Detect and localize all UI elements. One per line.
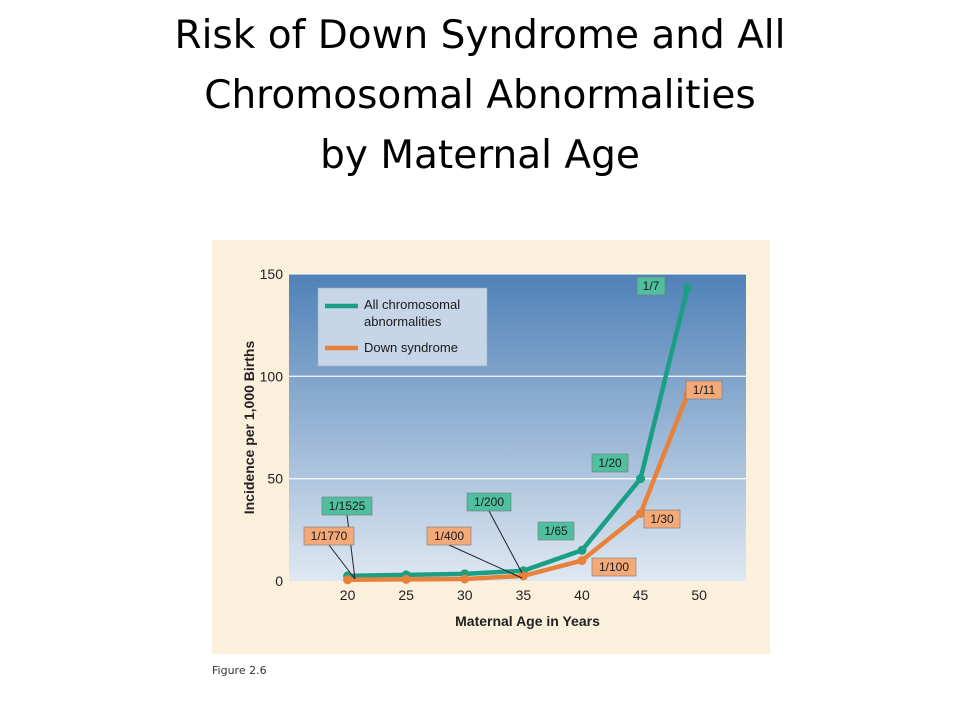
x-tick-label: 25 (398, 587, 414, 603)
annotation-box (643, 509, 681, 529)
legend-label: abnormalities (364, 314, 442, 329)
annotation-label: 1/7 (643, 279, 660, 293)
x-tick-label: 40 (574, 587, 590, 603)
annotation-box (303, 526, 355, 546)
annotation-box (466, 492, 512, 512)
annotation-leader-line (488, 510, 523, 574)
x-tick-label: 50 (691, 587, 707, 603)
slide-title: Risk of Down Syndrome and All Chromosoma… (0, 6, 960, 186)
data-point (577, 556, 587, 566)
x-tick-label: 45 (633, 587, 649, 603)
annotation-label: 1/1525 (329, 499, 366, 513)
chart: 0 50 100 150 20 25 30 35 40 45 50 Maternal Age in Y… (241, 266, 746, 629)
annotation-box (321, 496, 373, 516)
data-point (682, 283, 692, 293)
figure-panel: 0 50 100 150 20 25 30 35 40 45 50 Maternal Age in Y… (212, 240, 770, 654)
y-tick-label: 150 (260, 266, 284, 282)
legend-label: All chromosomal (364, 297, 460, 312)
annotation-label: 1/11 (693, 383, 716, 397)
x-axis-title: Maternal Age in Years (455, 613, 600, 629)
annotation-label: 1/30 (650, 512, 674, 526)
annotation-box (685, 380, 723, 400)
annotation-label: 1/200 (474, 495, 504, 509)
annotation-label: 1/20 (598, 456, 622, 470)
annotation-label: 1/100 (599, 560, 629, 574)
data-point (343, 575, 353, 585)
y-tick-label: 50 (267, 471, 283, 487)
data-point (636, 474, 646, 484)
x-tick-label: 20 (340, 587, 356, 603)
annotation-label: 1/65 (544, 524, 568, 538)
title-line-2: Chromosomal Abnormalities (204, 73, 756, 118)
annotation-label: 1/400 (434, 529, 464, 543)
data-point (401, 574, 411, 584)
annotation-box (591, 453, 629, 473)
x-tick-label: 35 (516, 587, 532, 603)
legend-label: Down syndrome (364, 340, 458, 355)
data-point (518, 571, 528, 581)
annotation-leader-line (328, 544, 356, 580)
y-axis-title: Incidence per 1,000 Births (241, 341, 257, 515)
x-tick-label: 30 (457, 587, 473, 603)
legend-box (317, 287, 488, 367)
title-line-1: Risk of Down Syndrome and All (174, 13, 786, 58)
figure-caption: Figure 2.6 (212, 664, 267, 677)
annotation-box (591, 557, 637, 577)
annotation-box (537, 521, 575, 541)
data-point (460, 574, 470, 584)
y-tick-label: 100 (260, 368, 284, 384)
annotation-box (426, 526, 472, 546)
annotation-label: 1/1770 (311, 529, 348, 543)
annotation-leader-line (448, 544, 523, 579)
annotation-leader-line (346, 514, 356, 580)
title-line-3: by Maternal Age (320, 133, 640, 178)
data-point (577, 545, 587, 555)
y-tick-label: 0 (275, 573, 283, 589)
data-point (636, 508, 646, 518)
annotation-box (636, 276, 666, 296)
